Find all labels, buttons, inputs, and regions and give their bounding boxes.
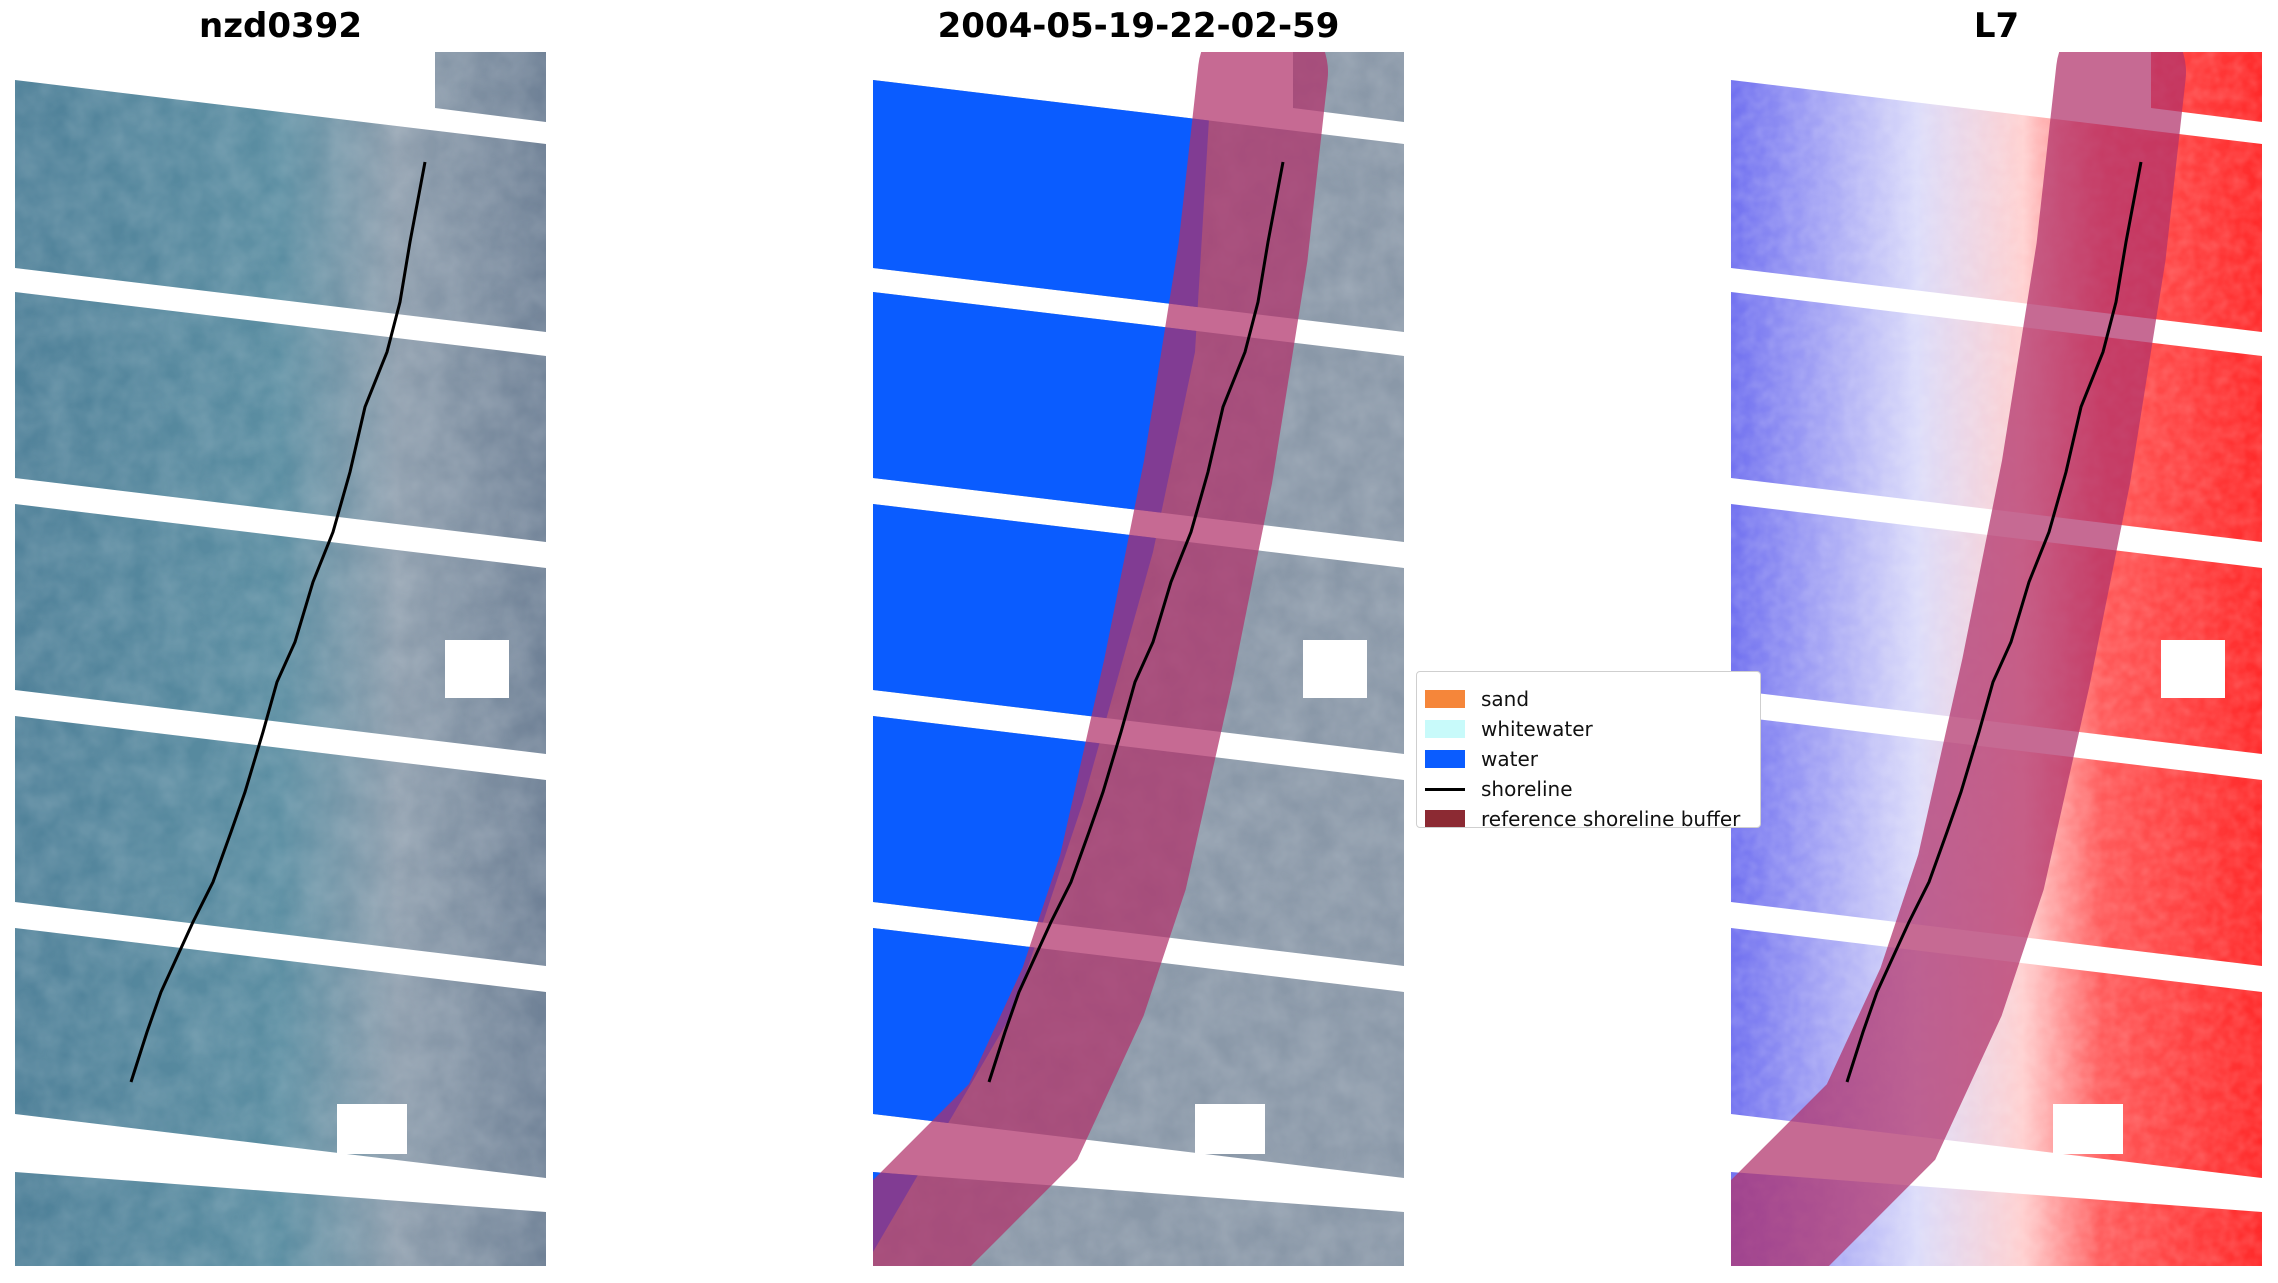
legend: sand whitewater water shoreline referenc…: [1416, 671, 1761, 828]
legend-item-buffer: reference shoreline buffer: [1425, 804, 1741, 828]
classification-panel: [873, 52, 1404, 1266]
title-rgb: nzd0392: [199, 6, 362, 46]
reference-buffer: [873, 52, 1328, 1266]
legend-label: water: [1481, 747, 1538, 771]
title-sensor: L7: [1973, 6, 2020, 46]
legend-item-whitewater: whitewater: [1425, 714, 1593, 744]
legend-label: reference shoreline buffer: [1481, 807, 1741, 828]
legend-item-water: water: [1425, 744, 1538, 774]
title-date: 2004-05-19-22-02-59: [937, 6, 1340, 46]
whitewater-swatch: [1425, 720, 1465, 738]
shoreline-swatch: [1425, 788, 1465, 791]
sand-swatch: [1425, 690, 1465, 708]
legend-label: whitewater: [1481, 717, 1593, 741]
legend-item-sand: sand: [1425, 684, 1529, 714]
legend-label: shoreline: [1481, 777, 1573, 801]
shoreline-line: [129, 161, 427, 1083]
water-swatch: [1425, 750, 1465, 768]
shoreline-line: [987, 161, 1285, 1083]
rgb-image-panel: [15, 52, 546, 1266]
buffer-swatch: [1425, 810, 1465, 827]
legend-label: sand: [1481, 687, 1530, 711]
index-panel: [1731, 52, 2262, 1266]
legend-item-shoreline: shoreline: [1425, 774, 1573, 804]
shoreline-line: [1845, 161, 2143, 1083]
reference-buffer: [1731, 52, 2186, 1266]
